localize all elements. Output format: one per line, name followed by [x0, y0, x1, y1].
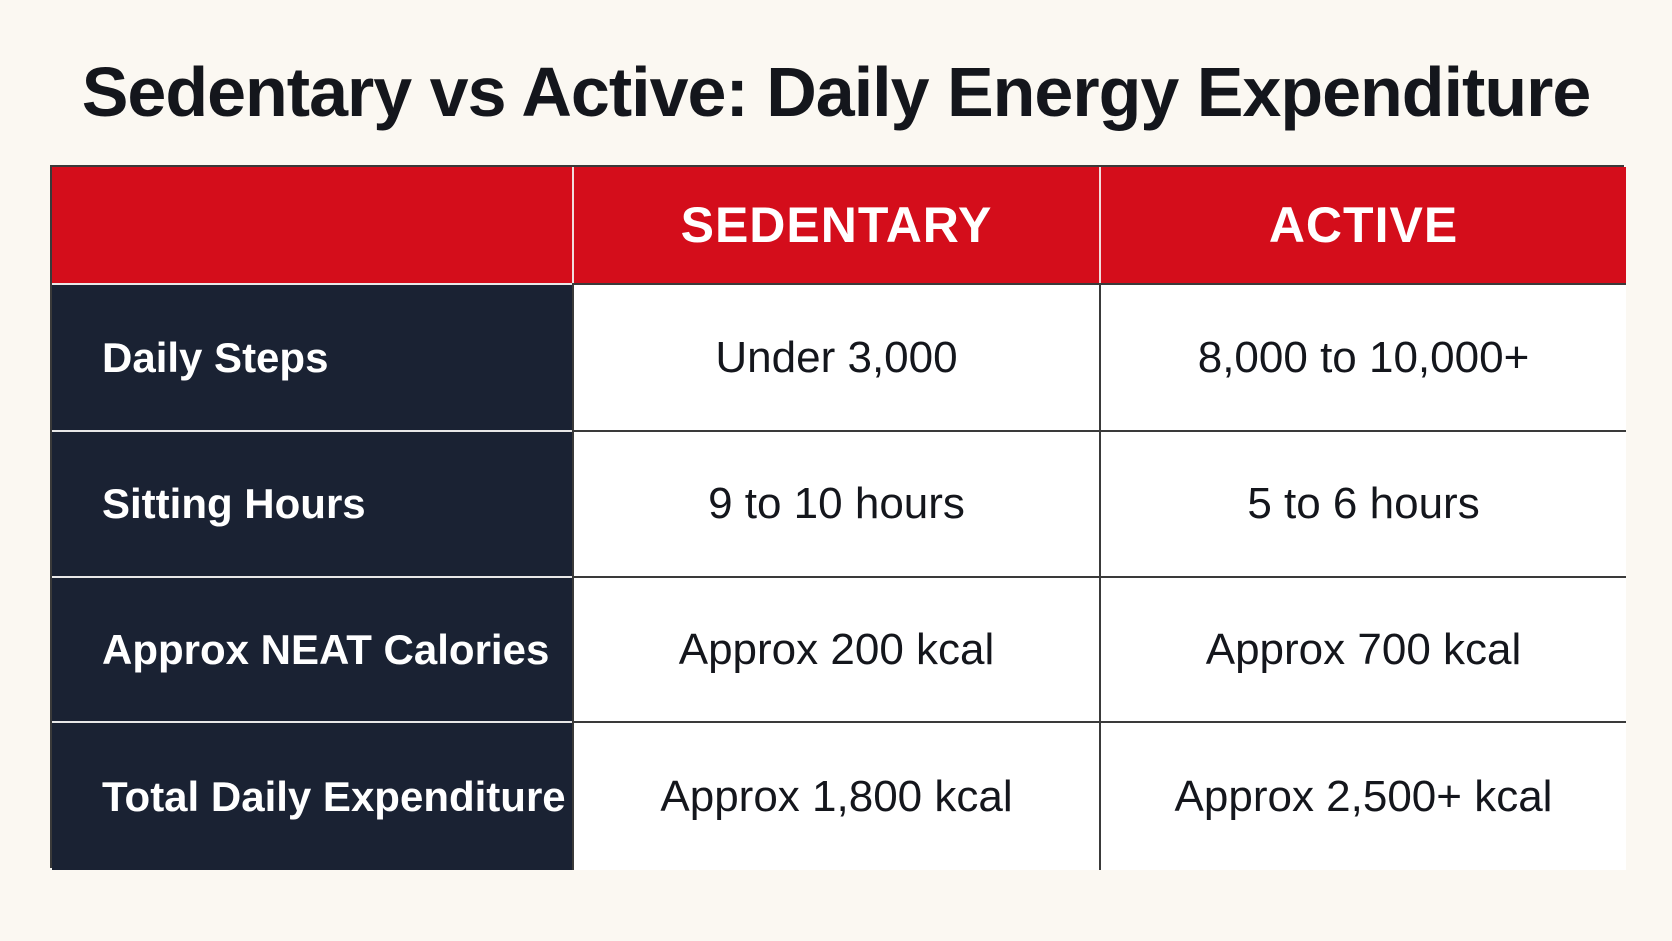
comparison-table: SEDENTARY ACTIVE Daily Steps Under 3,000…: [50, 165, 1626, 870]
cell-neat-calories-sedentary: Approx 200 kcal: [572, 576, 1099, 721]
cell-daily-steps-sedentary: Under 3,000: [572, 283, 1099, 430]
cell-sitting-hours-active: 5 to 6 hours: [1099, 430, 1626, 576]
row-label-sitting-hours: Sitting Hours: [52, 430, 572, 576]
cell-neat-calories-active: Approx 700 kcal: [1099, 576, 1626, 721]
cell-sitting-hours-sedentary: 9 to 10 hours: [572, 430, 1099, 576]
row-label-neat-calories: Approx NEAT Calories: [52, 576, 572, 721]
cell-total-expenditure-sedentary: Approx 1,800 kcal: [572, 721, 1099, 870]
cell-daily-steps-active: 8,000 to 10,000+: [1099, 283, 1626, 430]
row-label-daily-steps: Daily Steps: [52, 283, 572, 430]
header-sedentary: SEDENTARY: [572, 167, 1099, 283]
row-label-total-expenditure: Total Daily Expenditure: [52, 721, 572, 870]
chart-title: Sedentary vs Active: Daily Energy Expend…: [81, 53, 1592, 131]
header-active: ACTIVE: [1099, 167, 1626, 283]
cell-total-expenditure-active: Approx 2,500+ kcal: [1099, 721, 1626, 870]
header-corner-cell: [52, 167, 572, 283]
